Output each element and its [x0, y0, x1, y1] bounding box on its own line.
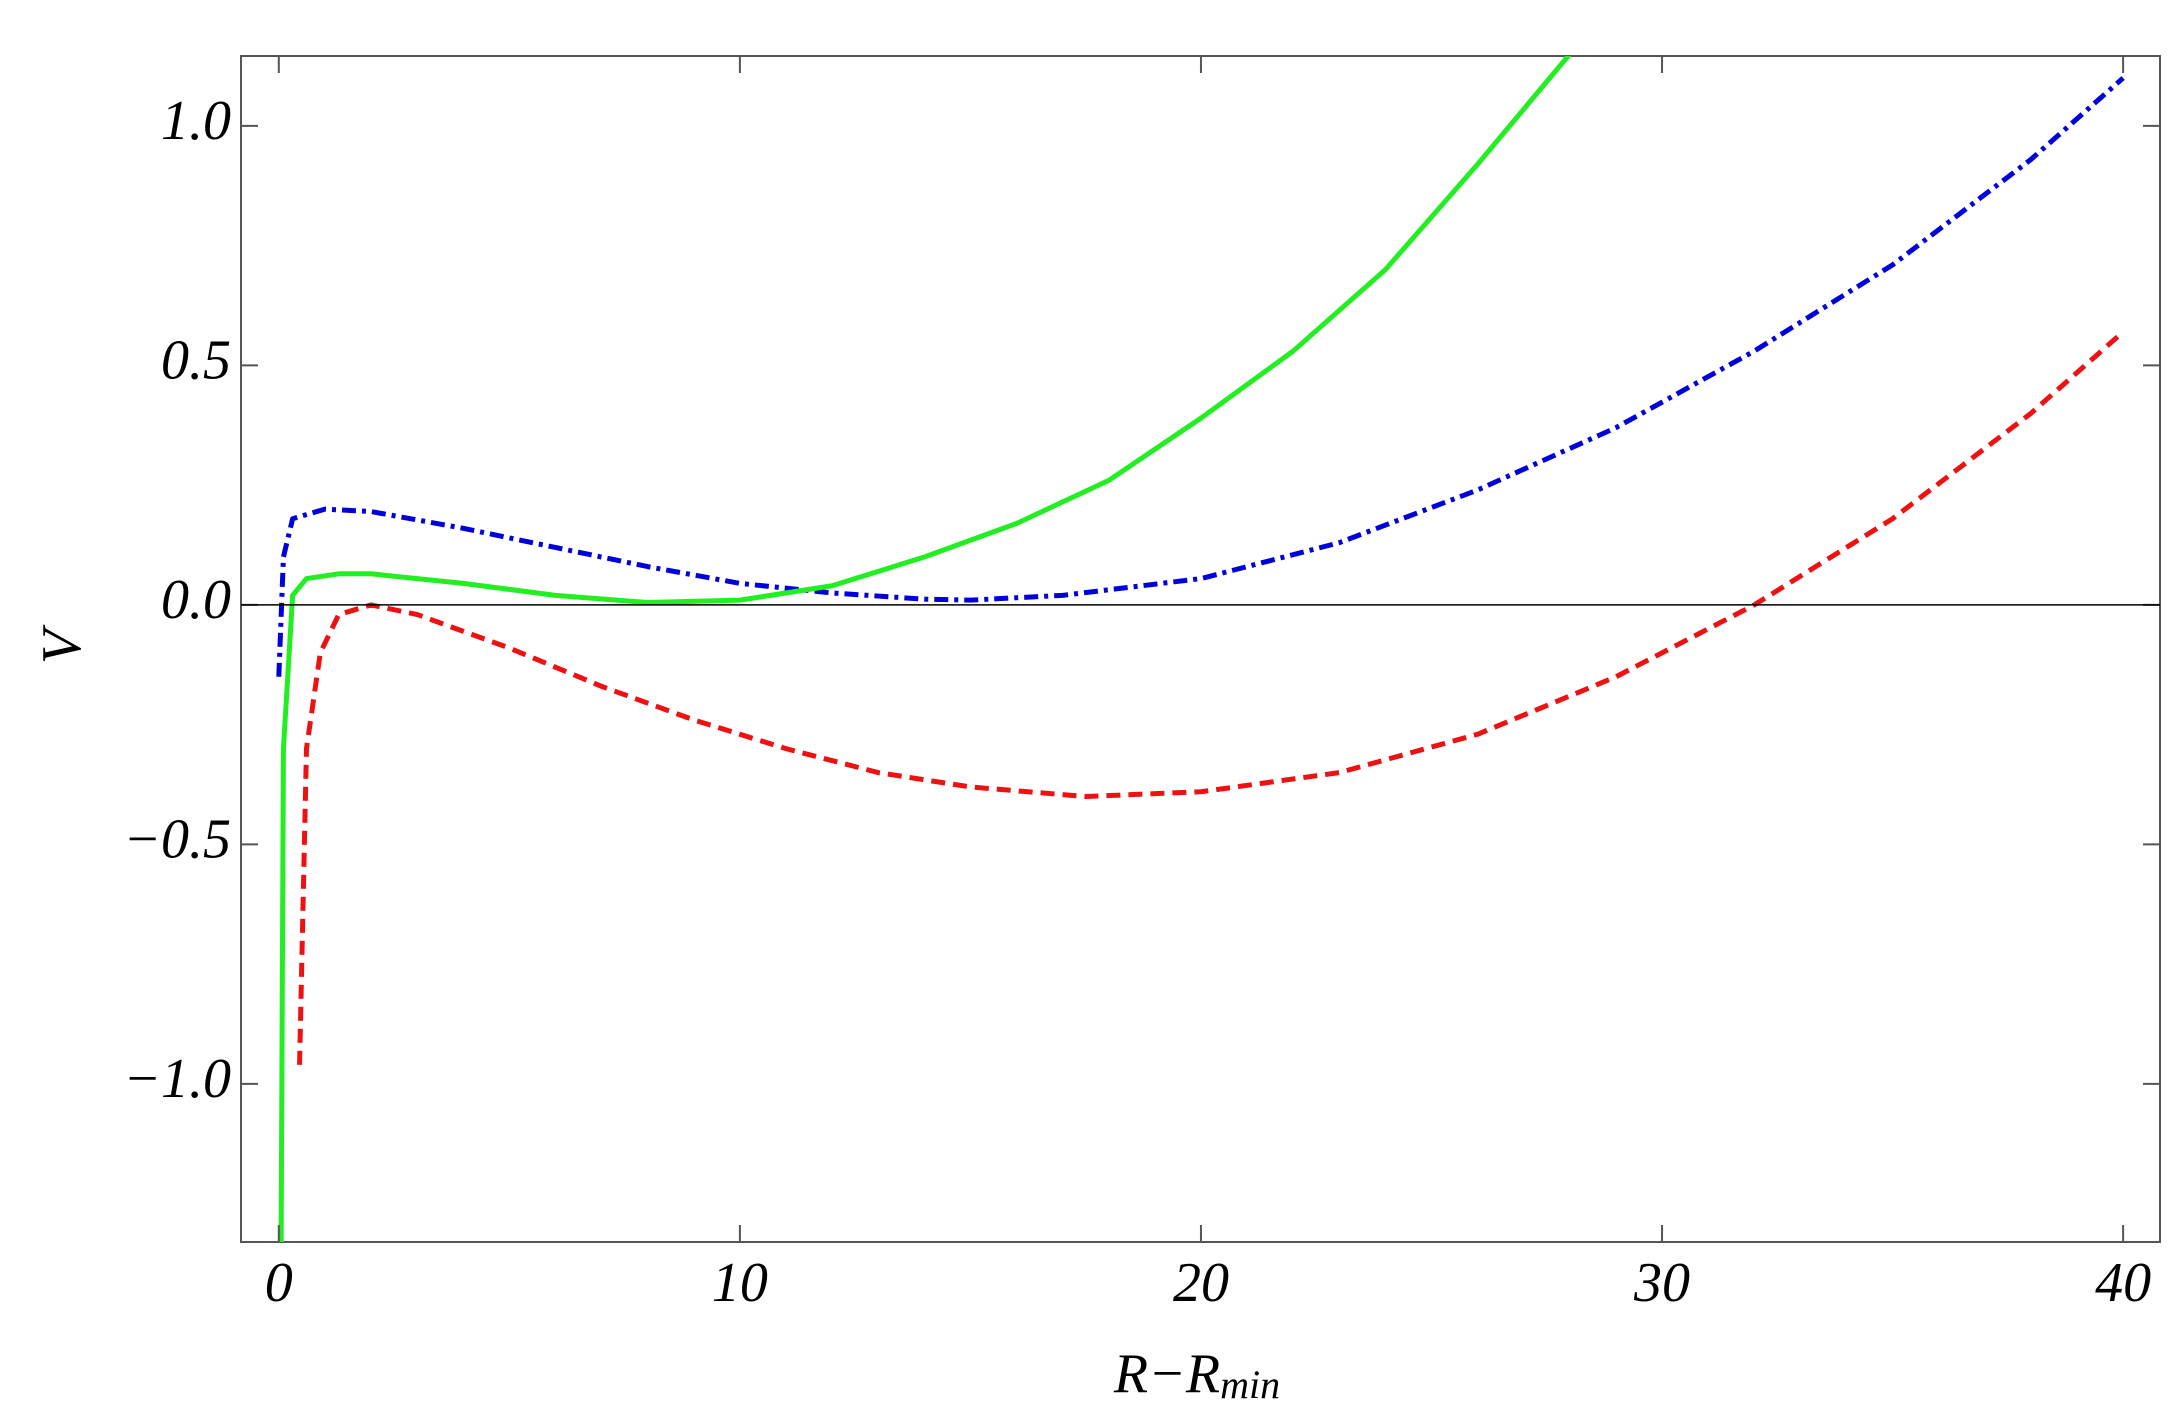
plot-frame — [240, 55, 2161, 1243]
y-tick-label: 1.0 — [161, 90, 231, 152]
x-tick-label: 20 — [1173, 1252, 1229, 1314]
y-tick-label: 0.0 — [161, 569, 231, 631]
x-axis-label-sub: min — [1220, 1362, 1280, 1407]
series-line — [297, 330, 2125, 1065]
x-axis-label: R−Rmin — [1113, 1343, 1280, 1407]
plot-area — [276, 56, 2125, 1242]
x-axis-label-main: R−R — [1113, 1343, 1220, 1405]
series-line — [276, 76, 2125, 677]
y-tick-label: −0.5 — [123, 808, 231, 870]
series-line — [278, 56, 1572, 1242]
y-tick-label: 0.5 — [161, 329, 231, 391]
y-axis-label: V — [31, 624, 93, 664]
x-tick-label: 30 — [1633, 1252, 1690, 1314]
x-tick-label: 40 — [2095, 1252, 2151, 1314]
x-tick-label: 10 — [712, 1252, 768, 1314]
y-tick-label: −1.0 — [123, 1048, 231, 1110]
x-tick-label: 0 — [265, 1252, 293, 1314]
